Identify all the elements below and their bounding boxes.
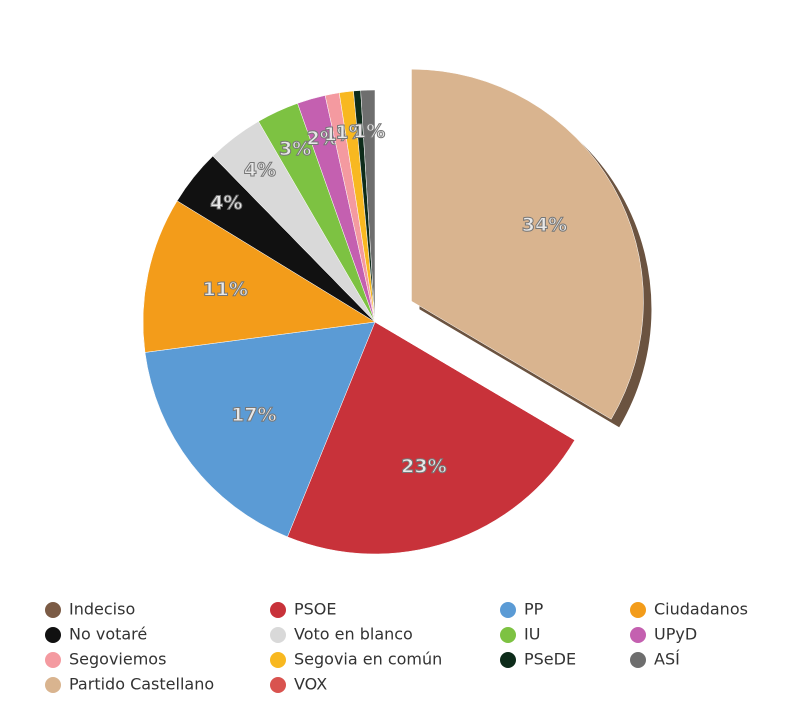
data-label: 3%: [279, 138, 311, 160]
legend-label: PSeDE: [524, 650, 576, 669]
legend-marker: [270, 627, 286, 643]
legend-label: No votaré: [69, 625, 147, 644]
legend-marker: [500, 627, 516, 643]
legend-label: ASÍ: [654, 650, 680, 669]
legend-label: Segoviemos: [69, 650, 166, 669]
legend-marker: [500, 652, 516, 668]
legend-label: PSOE: [294, 600, 337, 619]
slice: [142, 200, 376, 353]
legend-marker: [45, 627, 61, 643]
legend-label: PP: [524, 600, 544, 619]
legend-marker: [45, 602, 61, 618]
legend-marker: [630, 602, 646, 618]
legend-marker: [270, 652, 286, 668]
legend-label: Ciudadanos: [654, 600, 748, 619]
legend-label: Voto en blanco: [294, 625, 413, 644]
legend-marker: [630, 627, 646, 643]
data-label: 11%: [202, 279, 247, 301]
slice: [360, 89, 376, 323]
data-label: 1%: [353, 120, 385, 142]
slice: [374, 321, 575, 441]
data-label: 23%: [401, 456, 446, 478]
data-label: 17%: [231, 404, 276, 426]
slice: [287, 321, 576, 555]
data-label: 2%: [307, 128, 339, 150]
data-label: 4%: [244, 159, 276, 181]
legend-marker: [630, 652, 646, 668]
legend-marker: [500, 602, 516, 618]
legend-label: Partido Castellano: [69, 675, 214, 694]
data-label: 34%: [522, 214, 567, 236]
slice: [144, 321, 376, 538]
legend-label: UPyD: [654, 625, 697, 644]
legend-label: Indeciso: [69, 600, 135, 619]
legend-label: IU: [524, 625, 540, 644]
legend-marker: [270, 602, 286, 618]
legend-marker: [45, 652, 61, 668]
slice: [411, 68, 644, 420]
legend-label: Segovia en común: [294, 650, 442, 669]
legend-label: VOX: [294, 675, 327, 694]
legend-marker: [45, 677, 61, 693]
legend-marker: [270, 677, 286, 693]
data-label: 4%: [210, 192, 242, 214]
